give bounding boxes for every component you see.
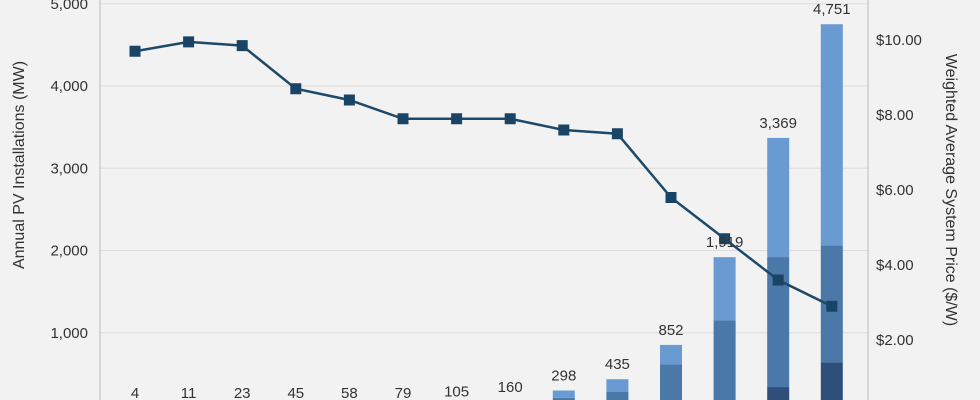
price-line bbox=[129, 36, 838, 312]
bar-segment-top bbox=[660, 344, 682, 365]
y-right-tick-label: $4.00 bbox=[876, 257, 914, 274]
bar-segment-middle bbox=[767, 257, 790, 388]
y-right-tick-label: $6.00 bbox=[876, 182, 914, 199]
price-marker bbox=[611, 128, 623, 140]
bar-segment-top bbox=[713, 257, 736, 321]
bar-value-label: 23 bbox=[234, 385, 251, 400]
bar-segment-middle bbox=[606, 391, 629, 400]
price-marker bbox=[826, 300, 838, 312]
price-marker bbox=[183, 36, 195, 48]
price-marker bbox=[129, 45, 141, 57]
y-left-tick-label: 4,000 bbox=[50, 78, 88, 95]
axes: 1,000 2,000 3,000 4,000 5,000 $2.00 $4.00 $6.00… bbox=[50, 0, 922, 400]
bar-value-label: 3,369 bbox=[759, 115, 797, 132]
gridlines bbox=[100, 3, 868, 334]
bar-segment-top bbox=[606, 379, 629, 392]
price-marker bbox=[397, 113, 409, 125]
bar-value-label: 4 bbox=[131, 385, 139, 400]
y-right-tick-label: $8.00 bbox=[876, 107, 914, 124]
bar-value-label: 58 bbox=[341, 385, 358, 400]
bar-value-label: 160 bbox=[498, 379, 523, 396]
bar-value-label: 4,751 bbox=[813, 1, 851, 18]
bar-segment-top bbox=[552, 390, 575, 398]
price-marker bbox=[772, 274, 784, 286]
bar-value-label: 45 bbox=[287, 385, 304, 400]
bar-value-label: 435 bbox=[605, 356, 630, 373]
price-marker bbox=[504, 113, 516, 125]
price-marker bbox=[719, 233, 731, 245]
price-marker bbox=[343, 94, 355, 106]
bar-segment-middle bbox=[713, 320, 736, 400]
bar-value-label: 11 bbox=[181, 385, 197, 400]
y-left-tick-label: 3,000 bbox=[50, 160, 88, 177]
price-series-line bbox=[134, 40, 833, 308]
bar-segment-middle bbox=[660, 364, 682, 400]
bar-value-label: 79 bbox=[395, 385, 412, 400]
bar-value-label: 1,919 bbox=[706, 234, 744, 251]
y-right-tick-label: $2.00 bbox=[876, 332, 914, 349]
price-marker bbox=[236, 40, 248, 52]
bar-segment-bottom bbox=[767, 387, 790, 400]
data-labels: 4 11 23 45 58 79 105 160 298 435 852 1,919 3,369 4,75… bbox=[131, 1, 851, 400]
y-left-tick-label: 5,000 bbox=[50, 0, 88, 13]
bar-segment-middle bbox=[552, 397, 575, 400]
bars bbox=[552, 24, 843, 400]
price-marker bbox=[290, 83, 302, 95]
price-marker bbox=[451, 113, 463, 125]
y-axis-right-title: Weighted Average System Price ($/W) bbox=[942, 54, 959, 326]
bar-value-label: 298 bbox=[551, 367, 576, 384]
y-left-tick-label: 1,000 bbox=[50, 325, 88, 342]
bar-segment-top bbox=[820, 24, 843, 246]
bar-value-label: 105 bbox=[444, 383, 469, 400]
y-axis-left-title: Annual PV Installations (MW) bbox=[11, 61, 28, 269]
bar-segment-top bbox=[767, 137, 790, 258]
price-marker bbox=[665, 192, 677, 203]
y-right-tick-label: $10.00 bbox=[876, 32, 922, 49]
bar-value-label: 852 bbox=[658, 322, 683, 339]
y-left-tick-label: 2,000 bbox=[50, 243, 88, 260]
bar-segment-bottom bbox=[820, 362, 843, 400]
price-marker bbox=[558, 124, 570, 136]
